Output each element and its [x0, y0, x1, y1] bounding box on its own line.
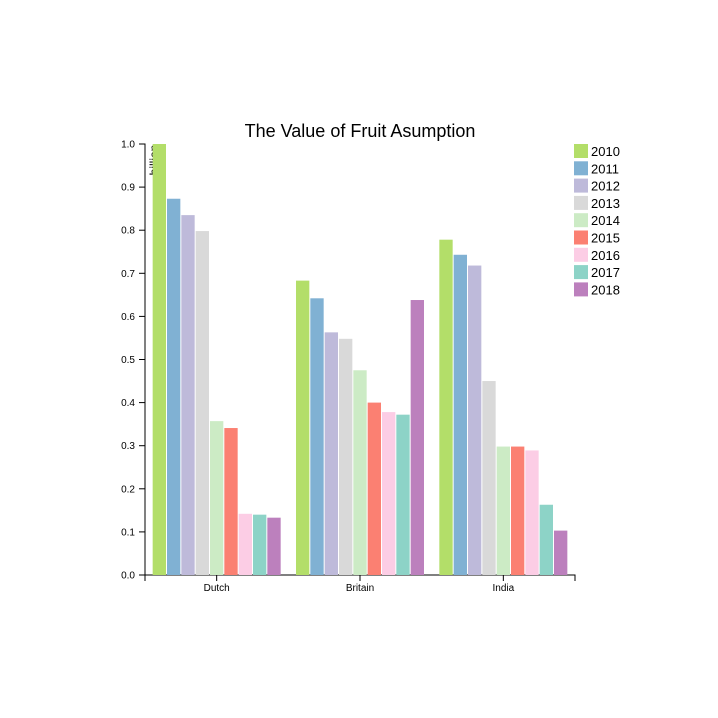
y-tick-label: 0.0: [121, 571, 135, 582]
legend-swatch: [574, 213, 588, 228]
legend-item: 2017: [574, 265, 620, 280]
legend-item: 2011: [574, 161, 619, 176]
legend-item: 2012: [574, 178, 620, 194]
bar: [296, 280, 310, 575]
legend-item: 2018: [574, 282, 620, 297]
legend-swatch: [574, 195, 588, 210]
legend-item: 2014: [574, 213, 620, 228]
bar: [482, 381, 496, 575]
bar: [310, 298, 324, 575]
x-axis: Dutch Britain India: [144, 574, 576, 594]
x-tick-label: Dutch: [204, 583, 230, 594]
legend-label: 2017: [591, 265, 620, 280]
legend-label: 2015: [591, 231, 620, 246]
legend-swatch: [574, 247, 588, 262]
y-tick-label: 0.5: [121, 355, 135, 366]
bar: [353, 370, 367, 575]
bar: [410, 300, 424, 575]
legend-item: 2013: [574, 195, 620, 211]
bar: [453, 254, 467, 575]
bar: [167, 198, 181, 575]
bar: [496, 446, 510, 575]
y-tick-label: 0.7: [121, 269, 135, 280]
bar: [511, 446, 525, 575]
bar: [238, 513, 252, 575]
y-tick-label: 0.8: [121, 226, 135, 237]
y-tick-label: 0.2: [121, 484, 135, 495]
y-axis: 0.0 0.1 0.2 0.3 0.4 0.5 0.6 0.7 0.8 0.9 1.0: [121, 140, 146, 582]
bar: [267, 517, 281, 575]
y-tick-label: 0.1: [121, 527, 135, 538]
legend-label: 2016: [591, 248, 620, 263]
bar: [181, 215, 195, 576]
legend-swatch: [574, 230, 588, 245]
bar: [210, 421, 224, 575]
bar: [224, 428, 238, 575]
legend-label: 2010: [591, 144, 620, 159]
y-tick-label: 0.3: [121, 441, 135, 452]
legend-swatch: [574, 282, 588, 297]
bar: [339, 338, 353, 575]
legend-label: 2011: [591, 161, 619, 176]
legend-item: 2016: [574, 247, 620, 263]
bar: [195, 231, 209, 575]
legend-swatch: [574, 144, 588, 158]
y-tick-label: 1.0: [121, 140, 135, 151]
legend-swatch: [574, 161, 588, 176]
legend-item: 2015: [574, 230, 620, 246]
bar: [539, 504, 553, 575]
legend-label: 2018: [591, 282, 620, 297]
bar: [324, 332, 338, 575]
bar: [554, 530, 568, 575]
bar: [367, 402, 381, 575]
chart-title: The Value of Fruit Asumption: [245, 121, 476, 141]
bar: [152, 144, 166, 575]
legend-label: 2013: [591, 196, 620, 211]
x-tick-label: India: [492, 583, 514, 594]
bars: [152, 144, 568, 576]
y-tick-label: 0.6: [121, 312, 135, 323]
bar: [253, 514, 267, 575]
bar: [439, 239, 453, 575]
bar: [468, 265, 482, 575]
x-tick-label: Britain: [346, 583, 374, 594]
legend-swatch: [574, 178, 588, 193]
legend-label: 2014: [591, 213, 620, 228]
legend-swatch: [574, 265, 588, 280]
y-tick-label: 0.4: [121, 398, 135, 409]
bar: [525, 450, 539, 575]
legend-item: 2010: [574, 144, 620, 159]
legend: 2010 2011 2012 2013 2014 2015 2016 2017 2018: [574, 144, 620, 297]
bar: [396, 414, 410, 575]
bar: [382, 412, 396, 575]
y-tick-label: 0.9: [121, 183, 135, 194]
legend-label: 2012: [591, 179, 620, 194]
